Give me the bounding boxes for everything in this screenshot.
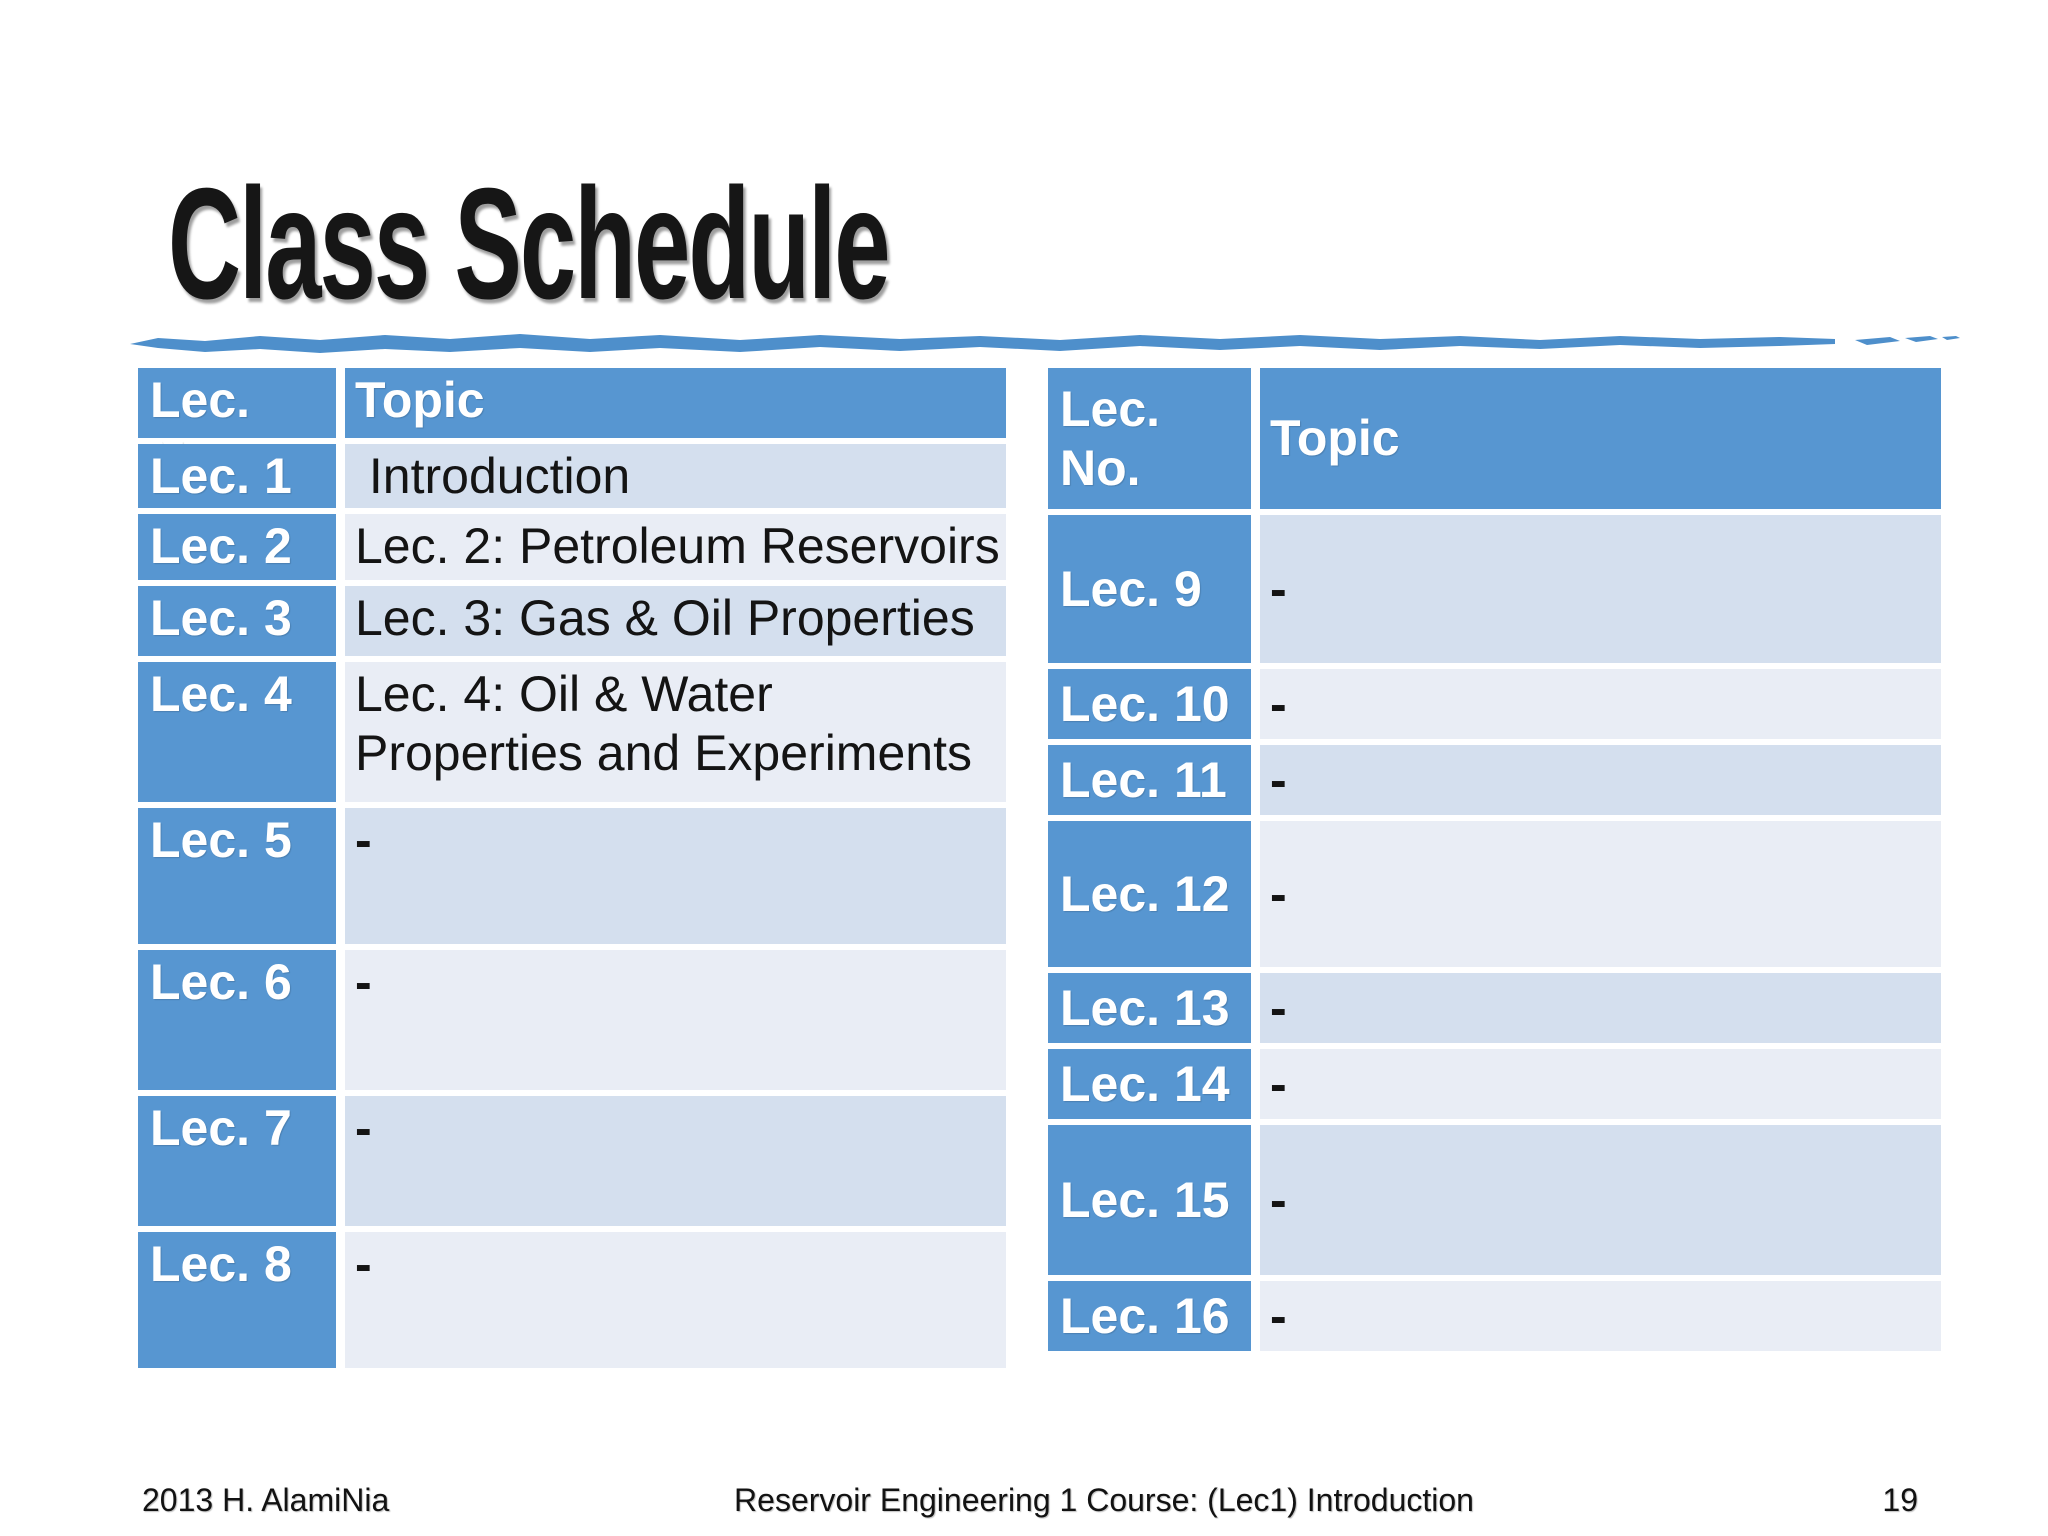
topic-cell: Introduction — [345, 444, 1006, 508]
topic-cell: - — [1260, 821, 1941, 967]
lecture-number-cell: Lec. 6 — [138, 950, 336, 1090]
lecture-number-cell: Lec. 16 — [1048, 1281, 1251, 1351]
slide-title: Class Schedule — [168, 156, 891, 332]
topic-cell: - — [345, 808, 1006, 944]
column-header-topic: Topic — [345, 368, 1006, 438]
table-row: Lec. 7 - — [138, 1096, 1006, 1226]
lecture-number-cell: Lec. 5 — [138, 808, 336, 944]
table-row: Lec. 9 - — [1048, 515, 1941, 663]
lecture-number-cell: Lec. 2 — [138, 514, 336, 580]
topic-cell: - — [345, 1232, 1006, 1368]
footer-course-text: Reservoir Engineering 1 Course: (Lec1) I… — [734, 1482, 1474, 1518]
column-header-lec-no: Lec. No. — [1048, 368, 1251, 509]
lecture-number-cell: Lec. 1 — [138, 444, 336, 508]
topic-cell: Lec. 3: Gas & Oil Properties — [345, 586, 1006, 656]
lecture-number-cell: Lec. 4 — [138, 662, 336, 802]
topic-cell: - — [1260, 515, 1941, 663]
column-header-lec-no: Lec. No. — [138, 368, 336, 487]
lecture-number-cell: Lec. 10 — [1048, 669, 1251, 739]
topic-cell: - — [1260, 1125, 1941, 1275]
table-row: Lec. 4 Lec. 4: Oil & Water Properties an… — [138, 662, 1006, 802]
lecture-number-cell: Lec. 8 — [138, 1232, 336, 1368]
table-row: Lec. 14 - — [1048, 1049, 1941, 1119]
table-row: Lec. 6 - — [138, 950, 1006, 1090]
table-header-row: Lec. No. Topic — [1048, 368, 1941, 509]
table-row: Lec. 15 - — [1048, 1125, 1941, 1275]
table-row: Lec. 16 - — [1048, 1281, 1941, 1351]
table-header-row: Lec. No. Topic — [138, 368, 1006, 487]
lecture-number-cell: Lec. 11 — [1048, 745, 1251, 815]
lecture-number-cell: Lec. 14 — [1048, 1049, 1251, 1119]
lecture-number-cell: Lec. 9 — [1048, 515, 1251, 663]
column-header-topic: Topic — [1260, 368, 1941, 509]
lecture-number-cell: Lec. 13 — [1048, 973, 1251, 1043]
lecture-number-cell: Lec. 7 — [138, 1096, 336, 1226]
table-row: Lec. 8 - — [138, 1232, 1006, 1368]
topic-cell: - — [1260, 669, 1941, 739]
topic-cell: - — [1260, 1049, 1941, 1119]
table-row: Lec. 3 Lec. 3: Gas & Oil Properties — [138, 586, 1006, 656]
topic-cell: Lec. 4: Oil & Water Properties and Exper… — [345, 662, 1006, 802]
table-row: Lec. 2 Lec. 2: Petroleum Reservoirs — [138, 514, 1006, 580]
table-row: Lec. 12 - — [1048, 821, 1941, 967]
topic-cell: - — [1260, 745, 1941, 815]
title-underline-brush-icon — [130, 334, 1960, 353]
topic-cell: Lec. 2: Petroleum Reservoirs — [345, 514, 1006, 580]
lecture-number-cell: Lec. 15 — [1048, 1125, 1251, 1275]
topic-cell: - — [345, 1096, 1006, 1226]
table-row: Lec. 1 Introduction — [138, 444, 1006, 508]
slide-footer: 2013 H. AlamiNia Reservoir Engineering 1… — [0, 1482, 2048, 1528]
lecture-number-cell: Lec. 3 — [138, 586, 336, 656]
lecture-number-cell: Lec. 12 — [1048, 821, 1251, 967]
footer-date: 2013 H. AlamiNia — [142, 1482, 390, 1518]
table-row: Lec. 11 - — [1048, 745, 1941, 815]
table-row: Lec. 5 - — [138, 808, 1006, 944]
schedule-table-left: Lec. No. Topic Lec. 1 Introduction Lec. … — [138, 368, 1006, 1368]
slide-page-number: 19 — [1882, 1482, 1918, 1518]
schedule-table-right: Lec. No. Topic Lec. 9 - Lec. 10 - Lec. 1… — [1048, 368, 1941, 1351]
table-row: Lec. 10 - — [1048, 669, 1941, 739]
topic-cell: - — [345, 950, 1006, 1090]
topic-cell: - — [1260, 1281, 1941, 1351]
topic-cell: - — [1260, 973, 1941, 1043]
table-row: Lec. 13 - — [1048, 973, 1941, 1043]
